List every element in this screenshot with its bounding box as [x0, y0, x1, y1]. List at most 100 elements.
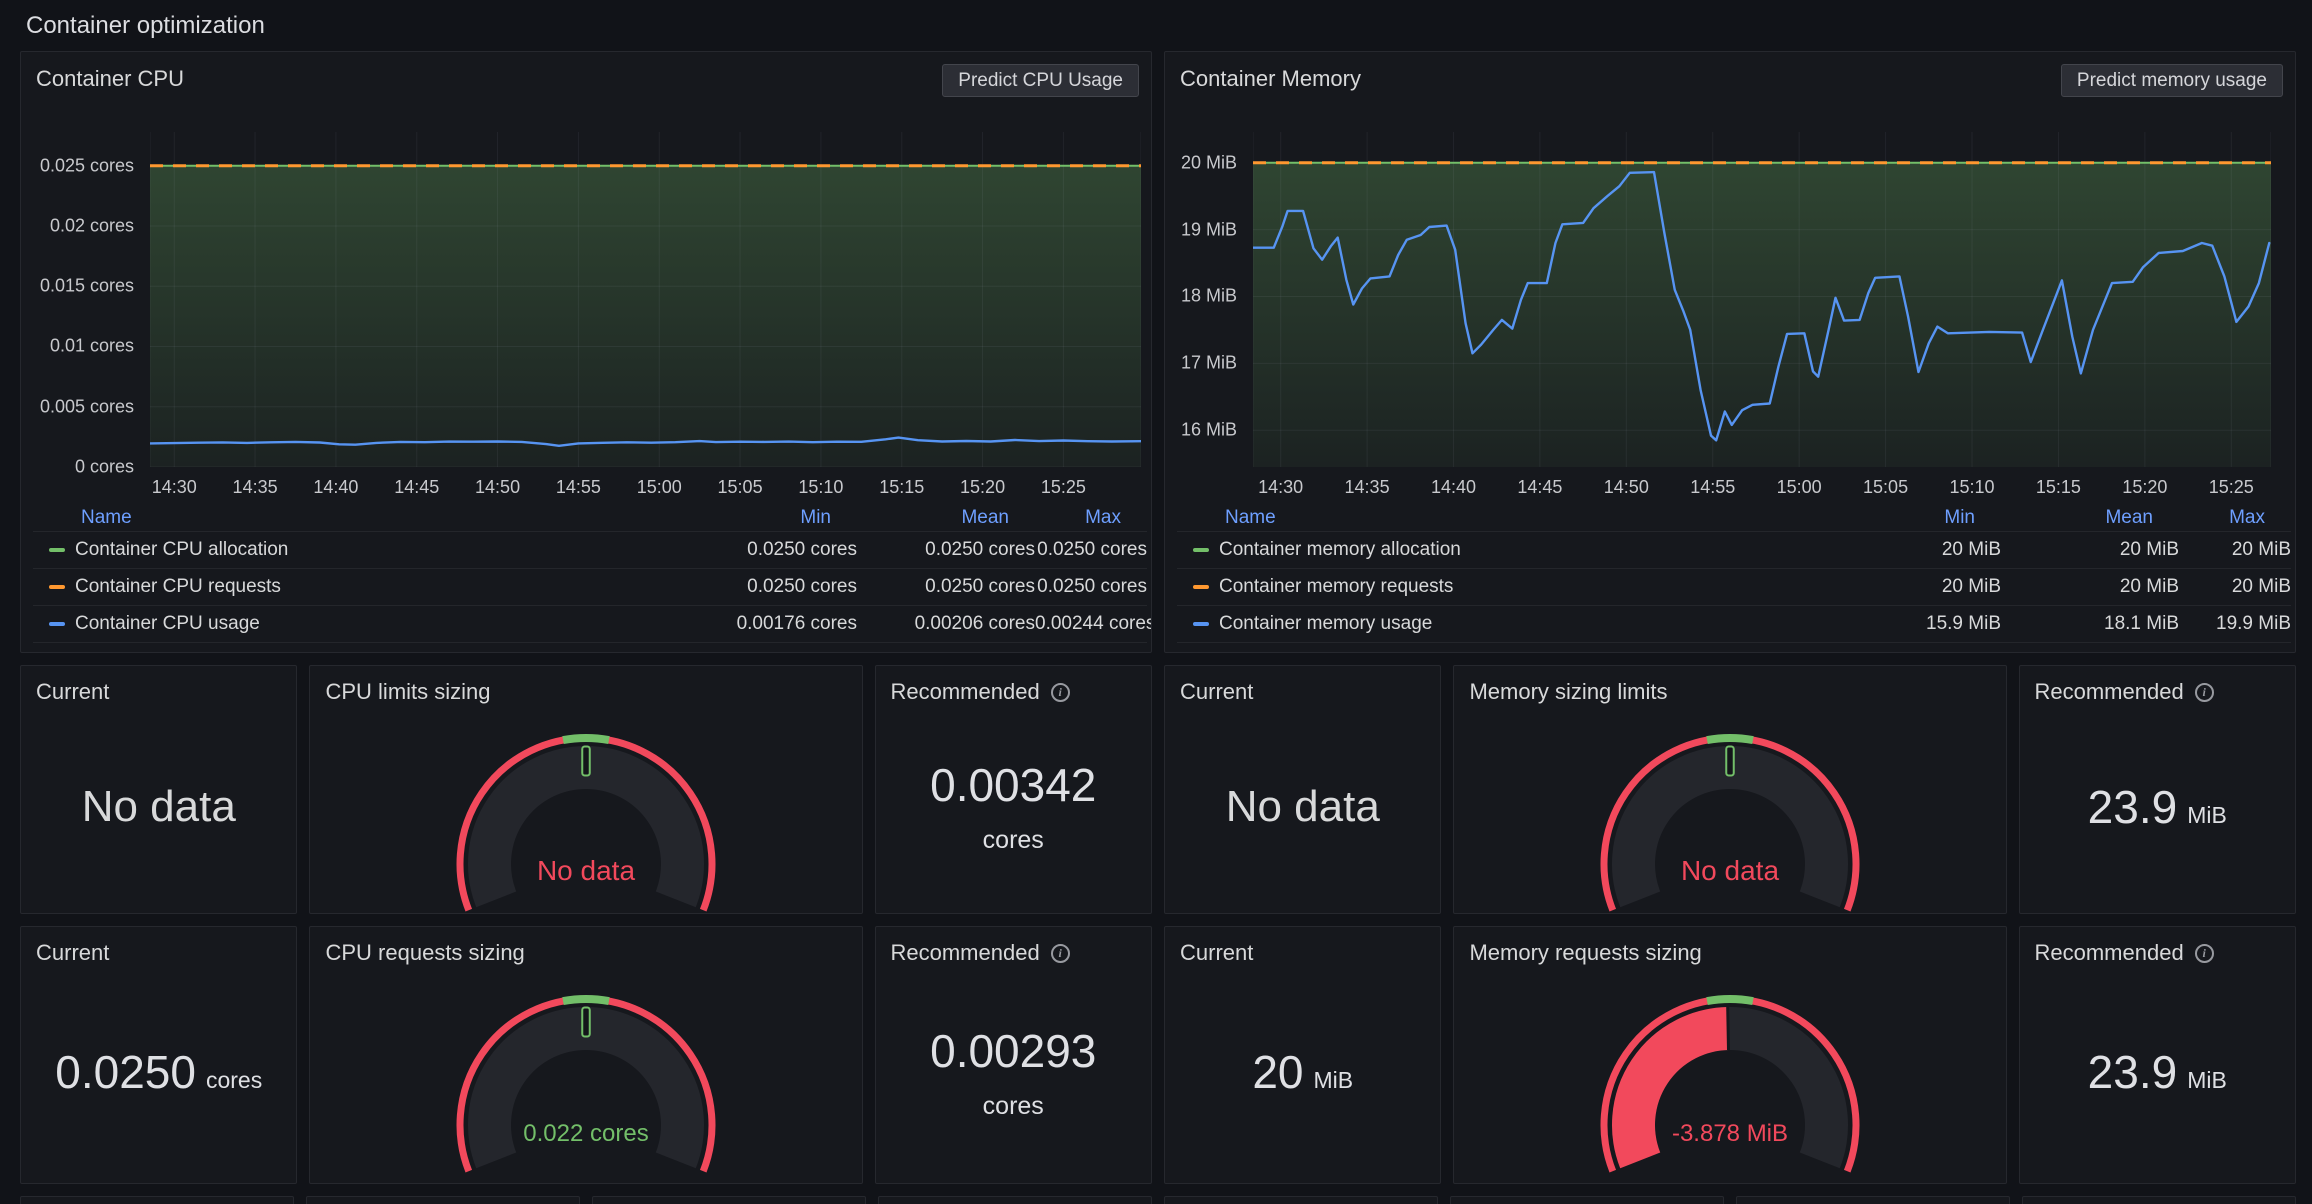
stats-row-requests: Current 0.0250 cores CPU requests sizing 0.0…: [20, 926, 2296, 1184]
legend-mean-value: 18.1 MiB: [2104, 613, 2179, 634]
stat-panel-title[interactable]: Memory sizing limits: [1469, 679, 1668, 704]
stat-value-unit: cores: [982, 1091, 1044, 1120]
x-axis-tick-label: 15:10: [1949, 477, 1995, 497]
gauge-panel-cpu-limits-sizing-r0c1: CPU limits sizing No data: [309, 665, 863, 914]
legend-max-value: 0.0250 cores: [1037, 539, 1147, 560]
legend-column-header-mean[interactable]: Mean: [961, 506, 1009, 528]
legend-min-value: 0.00176 cores: [736, 613, 857, 634]
legend-column-header-max[interactable]: Max: [2229, 506, 2265, 528]
series-name[interactable]: Container memory usage: [1219, 613, 1433, 634]
stats-row-limits: Current No data CPU limits sizing No data Re…: [20, 665, 2296, 914]
info-icon[interactable]: i: [1050, 943, 1070, 963]
stat-value-number: 20: [1252, 1046, 1304, 1098]
x-axis-tick-label: 14:40: [313, 477, 359, 497]
stat-panel-recommended-r0c2: Recommended i 0.00342 cores: [874, 665, 1152, 914]
cutoff-panel: [20, 1196, 294, 1204]
stat-value-area: No data: [21, 708, 296, 905]
cutoff-panel: [1164, 1196, 1438, 1204]
legend-column-header-name[interactable]: Name: [1225, 506, 1276, 528]
cutoff-panel: [1450, 1196, 1724, 1204]
gauge-panel-memory-sizing-limits-r0c4: Memory sizing limits No data: [1453, 665, 2007, 914]
stat-panel-title[interactable]: Recommended: [2034, 940, 2184, 965]
x-axis-tick-label: 15:00: [636, 477, 682, 497]
legend-column-header-min[interactable]: Min: [800, 506, 831, 528]
cutoff-panel: [1736, 1196, 2010, 1204]
stat-panel-title[interactable]: Recommended: [890, 679, 1040, 704]
stat-panel-title[interactable]: Recommended: [890, 940, 1040, 965]
legend-row-container-memory-requests: Container memory requests 20 MiB 20 MiB 20 …: [1177, 568, 2291, 605]
stat-panel-title[interactable]: Current: [36, 940, 110, 965]
stat-panel-header: Current: [36, 679, 286, 705]
series-name[interactable]: Container memory requests: [1219, 576, 1454, 597]
cpu-y-axis-labels: 0 cores 0.005 cores 0.01 cores 0.015 cores 0…: [21, 132, 142, 476]
gauge-value: 0.022 cores: [523, 1120, 648, 1147]
cutoff-panel: [878, 1196, 1152, 1204]
stat-panel-title[interactable]: CPU requests sizing: [325, 940, 525, 965]
x-axis-tick-label: 15:15: [2035, 477, 2081, 497]
series-name[interactable]: Container CPU usage: [75, 613, 260, 634]
legend-column-header-name[interactable]: Name: [81, 506, 132, 528]
stat-panel-current-r1c3: Current 20 MiB: [1164, 926, 1442, 1184]
legend-mean-value: 20 MiB: [2119, 539, 2179, 560]
info-icon[interactable]: i: [2194, 943, 2214, 963]
stat-panel-title[interactable]: CPU limits sizing: [325, 679, 491, 704]
stat-value-area: 23.9 MiB: [2020, 708, 2296, 905]
series-name[interactable]: Container memory allocation: [1219, 539, 1461, 560]
x-axis-tick-label: 15:25: [1040, 477, 1086, 497]
x-axis-tick-label: 15:25: [2208, 477, 2254, 497]
predict-memory-usage-button[interactable]: Predict memory usage: [2060, 64, 2283, 97]
stat-value-number: 0.00293: [930, 1024, 1097, 1077]
y-axis-tick-label: 0.01 cores: [49, 335, 134, 356]
cpu-stats-group: Current No data CPU limits sizing No data Re…: [20, 665, 1152, 914]
y-axis-tick-label: 0.015 cores: [39, 275, 134, 296]
stat-value-unit: cores: [205, 1067, 263, 1093]
legend-row-container-cpu-allocation: Container CPU allocation 0.0250 cores 0.02…: [33, 531, 1147, 568]
stat-panel-title[interactable]: Current: [1180, 679, 1254, 704]
y-axis-tick-label: 0.025 cores: [39, 155, 134, 176]
gauge: No data: [456, 734, 716, 912]
y-axis-tick-label: 0 cores: [74, 456, 134, 477]
info-icon[interactable]: i: [2194, 682, 2214, 702]
legend-column-header-min[interactable]: Min: [1944, 506, 1975, 528]
cutoff-panel: [2022, 1196, 2296, 1204]
stat-panel-title[interactable]: Current: [1180, 940, 1254, 965]
charts-row: Container CPU Predict CPU Usage 0 cores 0…: [20, 51, 2296, 653]
stat-value-number: 23.9: [2087, 1046, 2178, 1098]
y-axis-tick-label: 0.02 cores: [49, 215, 134, 236]
stat-no-data-value: No data: [81, 781, 236, 831]
page-title: Container optimization: [26, 12, 265, 39]
memory-panel-title[interactable]: Container Memory: [1180, 66, 1361, 91]
gauge: No data: [1600, 734, 1860, 912]
legend-column-header-mean[interactable]: Mean: [2105, 506, 2153, 528]
stat-panel-current-r0c0: Current No data: [20, 665, 298, 914]
stat-panel-title[interactable]: Memory requests sizing: [1469, 940, 1702, 965]
x-axis-tick-label: 14:50: [475, 477, 521, 497]
stat-panel-title[interactable]: Recommended: [2034, 679, 2184, 704]
cpu-stats-group: Current 0.0250 cores CPU requests sizing 0.0…: [20, 926, 1152, 1184]
memory-x-axis-labels: 14:30 14:35 14:40 14:45 14:50 14:55 15:00 15:05…: [1253, 477, 2271, 501]
memory-time-series-chart[interactable]: [1253, 132, 2271, 467]
legend-header: Name Min Mean Max: [33, 504, 1147, 531]
gauge-value: No data: [1681, 855, 1779, 886]
stat-value-unit: MiB: [2187, 801, 2227, 828]
x-axis-tick-label: 14:30: [1258, 477, 1304, 497]
cpu-time-series-chart[interactable]: [150, 132, 1141, 467]
legend-column-header-max[interactable]: Max: [1085, 506, 1121, 528]
legend-row-container-cpu-usage: Container CPU usage 0.00176 cores 0.00206 …: [33, 605, 1151, 643]
series-name[interactable]: Container CPU requests: [75, 576, 281, 597]
legend-row-container-cpu-requests: Container CPU requests 0.0250 cores 0.0250…: [33, 568, 1147, 605]
y-axis-tick-label: 16 MiB: [1180, 419, 1237, 440]
series-color-chip: [1193, 585, 1209, 589]
stat-panel-current-r1c0: Current 0.0250 cores: [20, 926, 298, 1184]
x-axis-tick-label: 15:05: [717, 477, 763, 497]
predict-cpu-usage-button[interactable]: Predict CPU Usage: [942, 64, 1139, 97]
cpu-panel-title[interactable]: Container CPU: [36, 66, 184, 91]
info-icon[interactable]: i: [1050, 682, 1070, 702]
memory-y-axis-labels: 16 MiB 17 MiB 18 MiB 19 MiB 20 MiB: [1165, 132, 1245, 467]
stat-value: 20 MiB: [1252, 1045, 1353, 1099]
stat-panel-recommended-r1c2: Recommended i 0.00293 cores: [874, 926, 1152, 1184]
series-name[interactable]: Container CPU allocation: [75, 539, 289, 560]
stat-panel-title[interactable]: Current: [36, 679, 110, 704]
y-axis-tick-label: 18 MiB: [1180, 285, 1237, 306]
